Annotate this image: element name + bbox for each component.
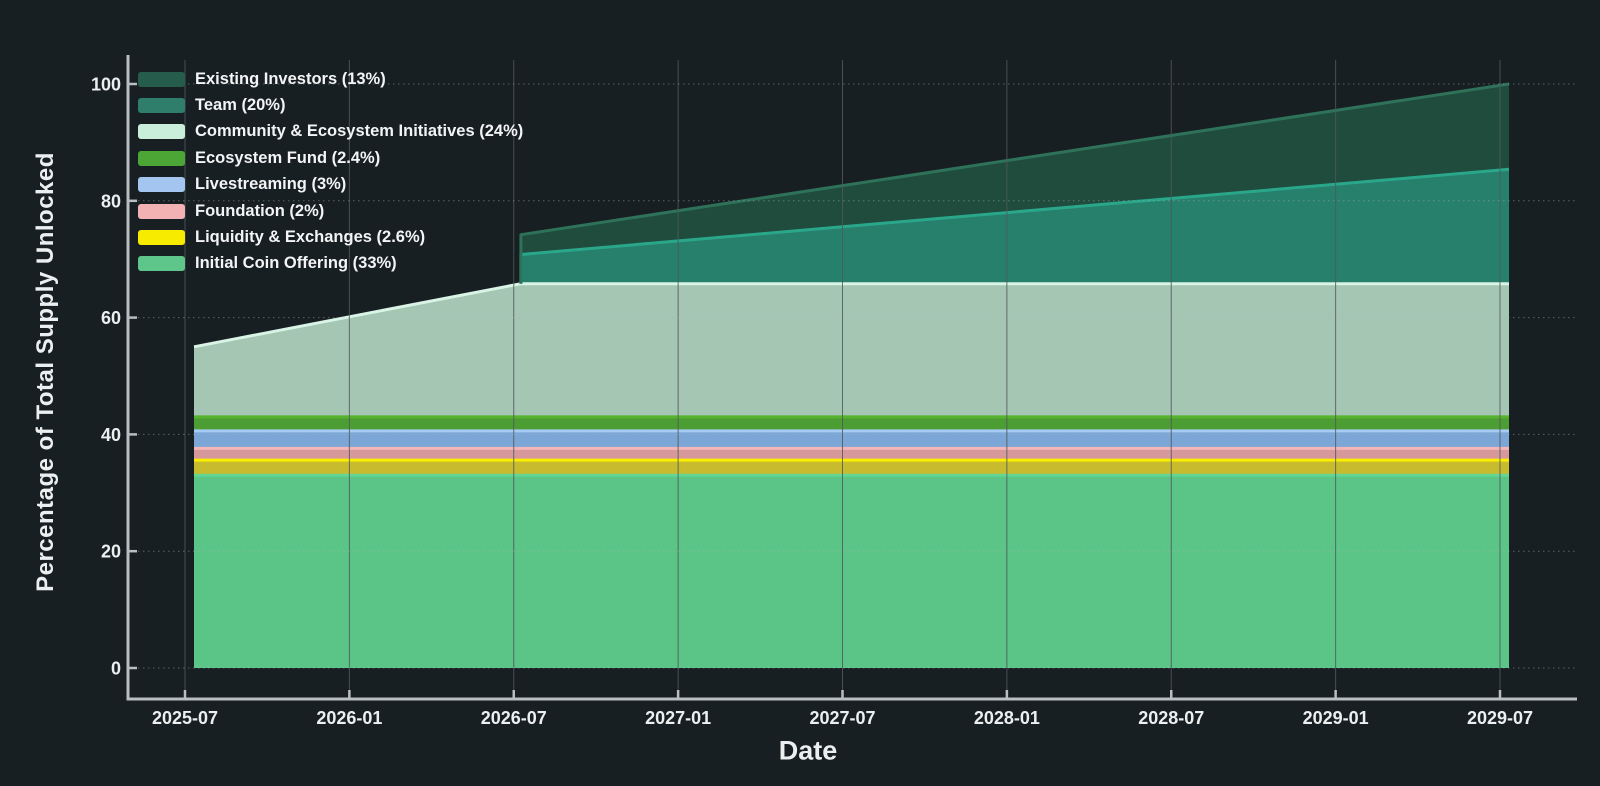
x-tick-label: 2026-01	[316, 708, 382, 728]
area-community-ecosystem-initiatives	[194, 283, 1509, 417]
area-team	[194, 169, 1509, 347]
legend-swatch-foundation	[138, 203, 185, 219]
legend-label: Livestreaming (3%)	[195, 175, 347, 194]
legend-label: Ecosystem Fund (2.4%)	[195, 148, 381, 167]
x-tick-label: 2027-07	[809, 708, 875, 728]
legend-label: Liquidity & Exchanges (2.6%)	[195, 228, 426, 247]
x-tick-label: 2029-07	[1467, 708, 1533, 728]
legend-swatch-existing-investors	[138, 71, 185, 87]
y-axis-title: Percentage of Total Supply Unlocked	[32, 152, 59, 592]
y-tick-label: 80	[101, 191, 121, 211]
x-tick-label: 2027-01	[645, 708, 711, 728]
legend-item-team[interactable]: Team (20%)	[138, 92, 523, 118]
x-tick-label: 2025-07	[152, 708, 218, 728]
y-tick-label: 20	[101, 542, 121, 562]
legend-swatch-livestreaming	[138, 177, 185, 193]
legend-swatch-initial-coin-offering	[138, 256, 185, 272]
x-tick-label: 2028-07	[1138, 708, 1204, 728]
y-tick-label: 60	[101, 308, 121, 328]
legend-item-initial-coin-offering[interactable]: Initial Coin Offering (33%)	[138, 251, 523, 277]
area-existing-investors	[194, 84, 1509, 347]
x-tick-label: 2026-07	[481, 708, 547, 728]
y-tick-label: 0	[111, 659, 121, 679]
line-existing-investors	[519, 82, 1510, 284]
legend-item-ecosystem-fund[interactable]: Ecosystem Fund (2.4%)	[138, 145, 523, 171]
x-axis-title: Date	[778, 735, 838, 766]
legend: Existing Investors (13%) Team (20%) Commun…	[138, 66, 523, 277]
legend-swatch-team	[138, 98, 185, 114]
area-initial-coin-offering	[194, 475, 1509, 668]
legend-swatch-liquidity-exchanges	[138, 230, 185, 246]
legend-item-liquidity-exchanges[interactable]: Liquidity & Exchanges (2.6%)	[138, 224, 523, 250]
legend-label: Foundation (2%)	[195, 201, 325, 220]
area-foundation	[194, 448, 1509, 461]
legend-label: Team (20%)	[195, 96, 286, 115]
legend-label: Existing Investors (13%)	[195, 69, 386, 88]
legend-label: Initial Coin Offering (33%)	[195, 254, 397, 273]
y-tick-label: 40	[101, 425, 121, 445]
area-livestreaming	[194, 430, 1509, 449]
legend-swatch-ecosystem-fund	[138, 150, 185, 166]
legend-item-livestreaming[interactable]: Livestreaming (3%)	[138, 172, 523, 198]
legend-swatch-community-ecosystem-initiatives	[138, 124, 185, 140]
x-tick-label: 2028-01	[974, 708, 1040, 728]
legend-item-foundation[interactable]: Foundation (2%)	[138, 198, 523, 224]
area-liquidity-exchanges	[194, 460, 1509, 476]
legend-item-existing-investors[interactable]: Existing Investors (13%)	[138, 66, 523, 92]
legend-label: Community & Ecosystem Initiatives (24%)	[195, 122, 524, 141]
y-tick-label: 100	[91, 75, 121, 95]
x-tick-label: 2029-01	[1303, 708, 1369, 728]
area-ecosystem-fund	[194, 416, 1509, 431]
legend-item-community-ecosystem-initiatives[interactable]: Community & Ecosystem Initiatives (24%)	[138, 119, 523, 145]
